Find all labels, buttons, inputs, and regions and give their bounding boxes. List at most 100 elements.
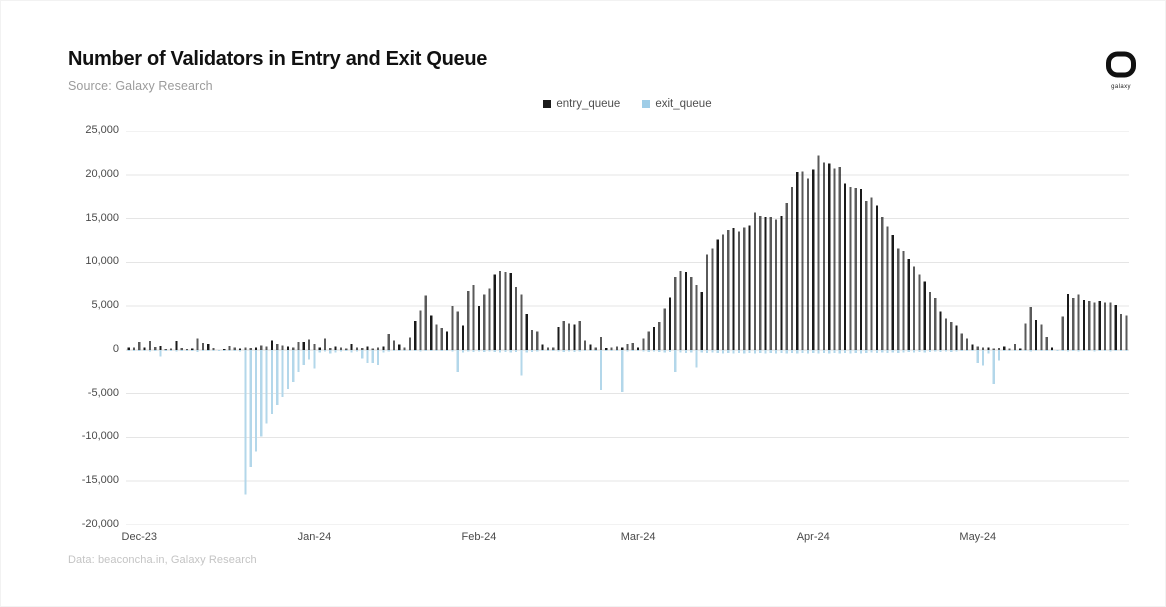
exit_queue-bar <box>541 349 544 352</box>
entry_queue-bar <box>355 347 358 350</box>
entry_queue-bar <box>318 347 321 350</box>
entry_queue-bar <box>445 331 449 350</box>
entry_queue-bar <box>562 321 565 350</box>
entry_queue-bar <box>902 250 905 350</box>
entry_queue-bar <box>992 348 995 350</box>
entry_queue-bar <box>1066 293 1070 350</box>
entry_queue-bar <box>610 347 613 350</box>
entry_queue-bar <box>1114 305 1117 350</box>
exit_queue-bar <box>955 349 958 352</box>
bar-chart-svg <box>126 130 1129 526</box>
exit_queue-bar <box>960 349 963 352</box>
exit_queue-bar <box>891 349 894 353</box>
entry_queue-bar <box>886 226 889 350</box>
entry_queue-bar <box>249 348 252 350</box>
exit_queue-bar <box>1072 349 1075 352</box>
entry_queue-bar <box>392 340 396 350</box>
y-axis-labels: 25,000 20,000 15,000 10,000 5,000 0 -5,000 -10,… <box>1 1 119 606</box>
entry_queue-bar <box>254 347 258 350</box>
entry_queue-bar <box>652 327 656 350</box>
entry_queue-bar <box>690 277 693 350</box>
entry_queue-bar <box>461 325 465 350</box>
entry_queue-bar <box>488 288 491 350</box>
entry_queue-bar <box>621 347 624 350</box>
entry_queue-bar <box>164 349 167 350</box>
entry_queue-bar <box>472 285 475 350</box>
exit_queue-bar <box>976 349 979 364</box>
entry_queue-bar <box>350 343 353 350</box>
exit_queue-bar <box>902 349 905 353</box>
entry_queue-bar <box>233 347 236 350</box>
exit_queue-bar <box>966 349 969 352</box>
exit_queue-bar <box>695 349 698 368</box>
entry_queue-bar <box>780 215 783 350</box>
entry_queue-bar <box>679 271 682 350</box>
exit_queue-bar <box>759 349 762 353</box>
exit_queue-bar <box>700 349 703 353</box>
exit_queue-bar <box>578 349 581 352</box>
exit_queue-bar <box>175 349 178 352</box>
entry_queue-bar <box>307 339 311 350</box>
y-tick-label: -20,000 <box>81 518 119 530</box>
exit_queue-bar <box>886 349 889 353</box>
exit_queue-bar <box>1013 349 1016 352</box>
entry_queue-bar <box>583 340 587 350</box>
entry_queue-bar <box>467 291 470 350</box>
exit_queue-bar <box>859 349 863 354</box>
exit_queue-bar <box>679 349 682 353</box>
entry_queue-bar <box>552 347 555 350</box>
chart-plot-area <box>126 130 1129 526</box>
exit_queue-bar <box>371 349 374 364</box>
exit_queue-bar <box>737 349 741 353</box>
y-tick-label: -15,000 <box>81 474 119 487</box>
exit_queue-bar <box>154 349 157 351</box>
exit_queue-bar <box>1082 349 1085 352</box>
entry_queue-bar <box>578 321 581 350</box>
exit_queue-bar <box>870 349 873 353</box>
y-tick-label: 15,000 <box>85 211 119 224</box>
exit_queue-bar <box>1050 349 1054 352</box>
exit_queue-bar <box>944 349 948 352</box>
exit_queue-bar <box>180 349 183 351</box>
entry_queue-bar <box>514 286 518 350</box>
entry_queue-bar <box>223 349 226 350</box>
exit_queue-bar <box>658 349 661 353</box>
entry_queue-bar <box>260 345 263 350</box>
exit_queue-bar <box>897 349 900 353</box>
entry_queue-bar <box>732 228 735 350</box>
entry_queue-bar <box>695 285 698 350</box>
entry_queue-bar <box>493 274 496 350</box>
exit_queue-bar <box>833 349 836 353</box>
entry_queue-bar <box>599 336 603 350</box>
entry_queue-bar <box>769 216 772 350</box>
entry_queue-bar <box>1072 298 1075 350</box>
exit_queue-bar <box>1125 349 1128 352</box>
entry_queue-bar <box>706 254 709 350</box>
entry_queue-bar <box>1013 343 1016 350</box>
exit_queue-bar <box>254 349 258 452</box>
exit_queue-bar <box>764 349 767 354</box>
exit_queue-bar <box>191 349 194 352</box>
exit_queue-bar <box>1024 349 1027 352</box>
exit_queue-bar <box>674 349 677 372</box>
entry_queue-bar <box>387 334 390 350</box>
exit_queue-bar <box>345 349 348 352</box>
entry_queue-bar <box>939 311 942 350</box>
y-tick-label: 10,000 <box>85 255 119 268</box>
entry_queue-bar <box>1093 302 1096 350</box>
entry_queue-bar <box>132 347 136 350</box>
exit_queue-bar <box>812 349 815 353</box>
exit_queue-bar <box>939 349 942 353</box>
x-tick-label: Mar-24 <box>620 531 656 543</box>
exit_queue-bar <box>822 349 825 353</box>
entry_queue-bar <box>897 248 900 350</box>
exit_queue-bar <box>138 349 141 352</box>
exit_queue-bar <box>488 349 491 352</box>
exit_queue-bar <box>525 349 528 353</box>
entry_queue-bar <box>530 329 534 350</box>
entry_queue-bar <box>1045 336 1048 350</box>
entry_queue-bar <box>1024 323 1027 350</box>
entry_queue-bar <box>292 347 295 350</box>
exit_queue-bar <box>196 349 199 353</box>
entry_queue-bar <box>594 347 597 350</box>
